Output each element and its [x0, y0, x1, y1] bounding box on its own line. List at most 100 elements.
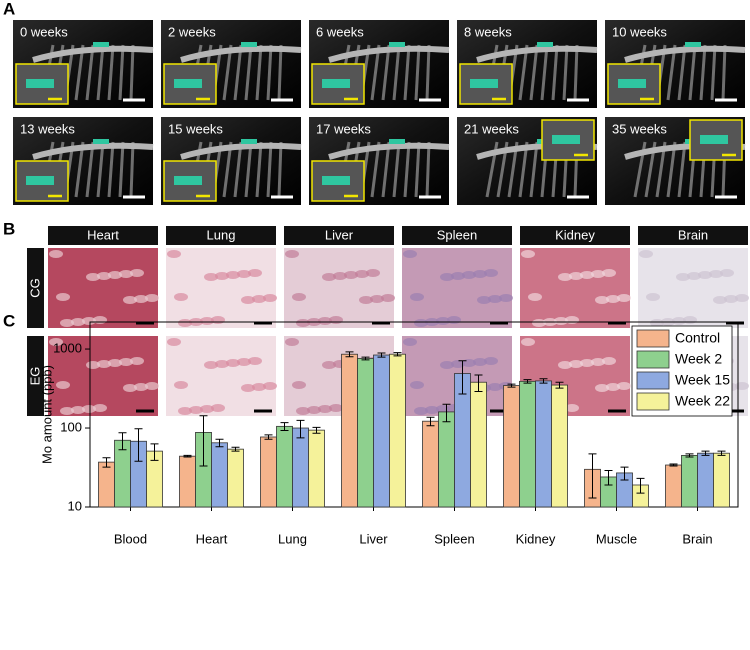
error-bar	[215, 438, 224, 448]
tissue-texture	[488, 383, 502, 391]
error-bar	[345, 351, 354, 358]
tissue-texture	[178, 319, 192, 327]
rib	[233, 44, 243, 101]
row-header	[27, 336, 44, 416]
rib	[118, 44, 125, 101]
tissue-texture	[569, 272, 583, 280]
bar	[665, 464, 682, 508]
tissue-texture	[241, 296, 255, 304]
image-label: 13 weeks	[20, 121, 75, 136]
tissue-texture	[215, 360, 229, 368]
tissue-texture	[617, 294, 631, 302]
rib	[74, 44, 85, 101]
tissue-texture	[211, 404, 225, 412]
tissue-texture	[134, 383, 148, 391]
rib	[233, 141, 243, 198]
tissue-texture	[82, 405, 96, 413]
tissue-texture	[226, 359, 240, 367]
tissue-texture	[528, 293, 542, 301]
tissue-texture	[414, 319, 428, 327]
column-label: Liver	[325, 227, 354, 242]
rib	[370, 44, 381, 101]
row-header	[27, 248, 44, 328]
error-bar	[669, 463, 678, 467]
rib	[381, 44, 391, 101]
error-bar	[199, 415, 208, 467]
y-tick-label: 1000	[53, 340, 82, 355]
rib	[551, 44, 559, 101]
panel-label: A	[3, 0, 15, 18]
rib	[107, 141, 115, 198]
rib	[540, 44, 549, 101]
bar	[341, 353, 358, 508]
rib	[562, 44, 569, 101]
rib	[244, 44, 253, 101]
error-bar	[377, 352, 386, 358]
error-bar	[474, 374, 483, 393]
histology-image	[284, 248, 394, 328]
bar	[260, 436, 277, 508]
tissue-texture	[410, 293, 424, 301]
tissue-texture	[606, 295, 620, 303]
bar	[98, 461, 115, 508]
column-label: Heart	[87, 227, 119, 242]
rib	[392, 44, 401, 101]
inset-implant	[26, 79, 54, 88]
tissue-texture	[322, 361, 336, 369]
tissue-texture	[296, 407, 310, 415]
image-label: 6 weeks	[316, 24, 364, 39]
error-bar	[685, 453, 694, 458]
rib	[518, 44, 529, 101]
tissue-texture	[735, 294, 749, 302]
rib	[266, 141, 273, 198]
tissue-texture	[82, 317, 96, 325]
error-bar	[717, 450, 726, 456]
implant	[389, 139, 405, 144]
error-bar	[458, 360, 467, 395]
image-label: 0 weeks	[20, 24, 68, 39]
bar	[697, 452, 714, 508]
bar	[292, 427, 309, 508]
tissue-texture	[698, 271, 712, 279]
error-bar	[701, 450, 710, 456]
bar	[227, 448, 244, 508]
tissue-texture	[292, 381, 306, 389]
image-label: 35 weeks	[612, 121, 667, 136]
image-label: 17 weeks	[316, 121, 371, 136]
bar	[211, 442, 228, 508]
tissue-texture	[130, 357, 144, 365]
column-header	[284, 226, 394, 245]
tissue-texture	[558, 273, 572, 281]
tissue-texture	[108, 359, 122, 367]
x-tick-label: Brain	[682, 531, 712, 546]
implant	[93, 139, 109, 144]
spine	[624, 45, 746, 63]
bar	[438, 411, 455, 508]
tissue-texture	[724, 295, 738, 303]
rib	[677, 44, 687, 101]
tissue-texture	[672, 317, 686, 325]
error-bar	[604, 469, 613, 486]
image-label: 15 weeks	[168, 121, 223, 136]
bar	[308, 429, 325, 508]
error-bar	[620, 466, 629, 481]
tissue-texture	[344, 271, 358, 279]
histology-image	[402, 248, 512, 328]
tissue-texture	[329, 404, 343, 412]
tissue-texture	[296, 319, 310, 327]
rib	[255, 141, 263, 198]
tissue-texture	[200, 405, 214, 413]
tissue-texture	[215, 272, 229, 280]
y-axis-label: Mo amount (ppb)	[39, 365, 54, 464]
error-bar	[523, 379, 532, 384]
bar	[519, 380, 536, 508]
inset-implant	[322, 79, 350, 88]
tissue-texture	[591, 270, 605, 278]
column-header	[48, 226, 158, 245]
tissue-texture	[709, 270, 723, 278]
bar	[713, 452, 730, 508]
error-bar	[264, 434, 273, 440]
tissue-texture	[60, 319, 74, 327]
tissue-texture	[735, 382, 749, 390]
